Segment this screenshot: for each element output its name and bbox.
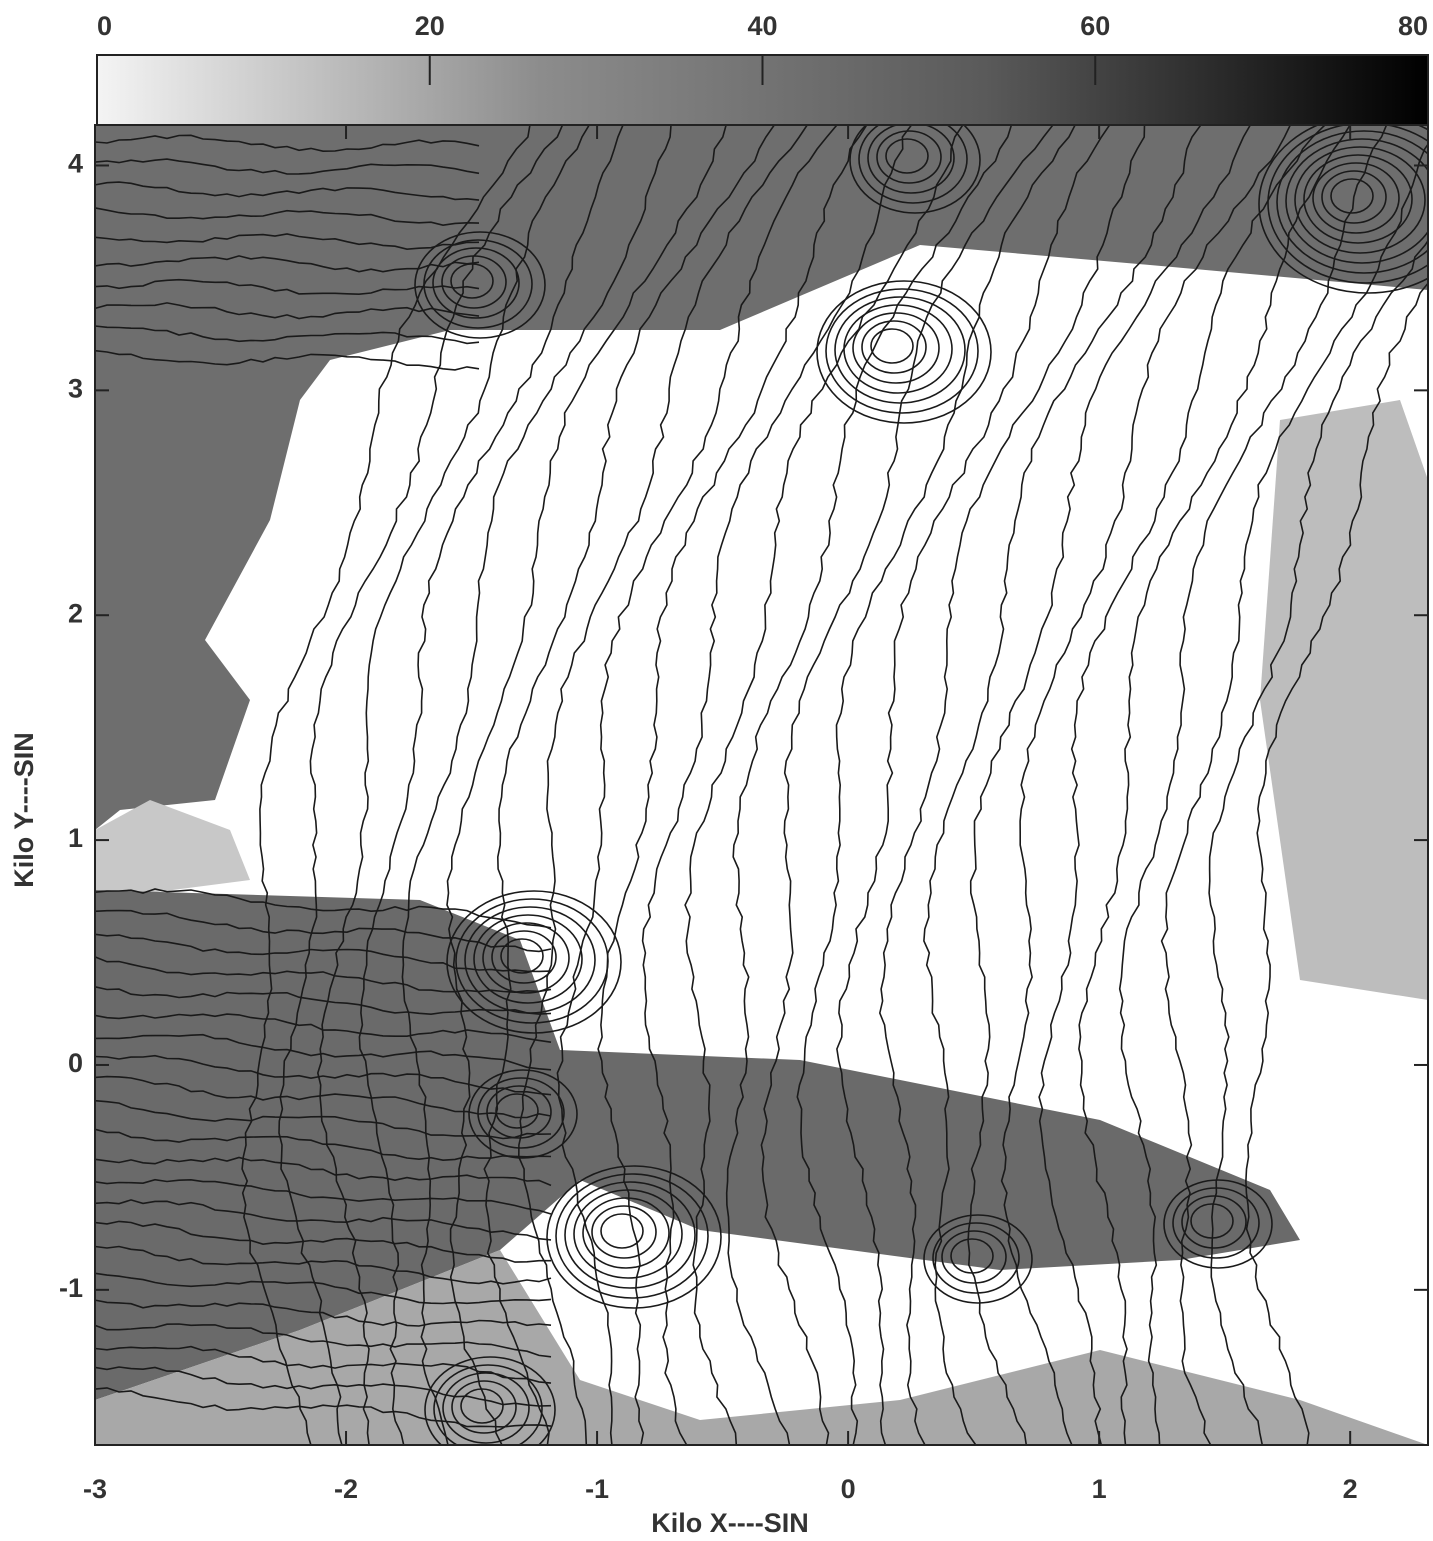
y-tick-label: 2: [68, 598, 83, 628]
colorbar-tick-label: 40: [747, 11, 777, 41]
x-axis-label: Kilo X----SIN: [651, 1508, 808, 1538]
x-tick-label: -1: [585, 1474, 609, 1504]
y-tick-label: 0: [68, 1048, 83, 1078]
colorbar-tick-label: 80: [1398, 11, 1428, 41]
y-tick-label: 3: [68, 373, 83, 403]
colorbar-tick-label: 0: [97, 11, 112, 41]
y-axis-label: Kilo Y----SIN: [9, 732, 39, 888]
x-tick-label: 0: [841, 1474, 856, 1504]
colorbar-tick-label: 20: [415, 11, 445, 41]
x-tick-label: 1: [1092, 1474, 1107, 1504]
x-tick-label: -3: [83, 1474, 107, 1504]
chart: Kilo X----SIN Kilo Y----SIN -3 -2 -1 0 1 2 -1 0…: [0, 0, 1433, 1541]
colorbar-tick-label: 60: [1080, 11, 1110, 41]
page: Kilo X----SIN Kilo Y----SIN -3 -2 -1 0 1 2 -1 0…: [0, 0, 1433, 1541]
y-tick-label: -1: [59, 1273, 83, 1303]
y-tick-label: 4: [68, 149, 83, 179]
x-tick-label: -2: [334, 1474, 358, 1504]
y-tick-label: 1: [68, 823, 83, 853]
greyscale-image: [95, 107, 1433, 1463]
x-tick-label: 2: [1343, 1474, 1358, 1504]
